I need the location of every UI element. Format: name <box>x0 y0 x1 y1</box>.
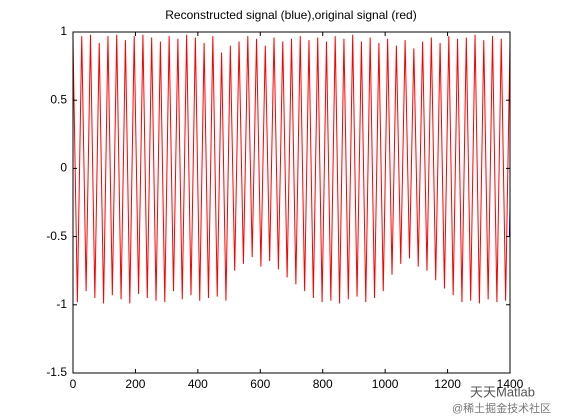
x-tick-label: 400 <box>188 377 208 391</box>
y-tick-label: -0.5 <box>46 229 67 243</box>
y-tick-label: 0.5 <box>50 92 67 106</box>
watermark: 天天Matlab <box>470 384 535 399</box>
signal-line <box>72 34 511 304</box>
chart-title: Reconstructed signal (blue),original sig… <box>165 8 416 22</box>
y-tick-label: -1.5 <box>46 365 67 379</box>
watermark: @稀土掘金技术社区 <box>452 401 551 415</box>
y-tick-label: 0 <box>60 161 67 175</box>
x-tick-label: 0 <box>70 377 77 391</box>
x-tick-label: 1000 <box>372 377 399 391</box>
plot-frame <box>72 31 511 374</box>
x-tick-label: 200 <box>125 377 145 391</box>
y-tick-label: 1 <box>60 24 67 38</box>
x-tick-label: 1400 <box>497 377 524 391</box>
x-tick-label: 1200 <box>434 377 461 391</box>
x-tick-label: 800 <box>313 377 333 391</box>
y-tick-label: -1 <box>56 297 67 311</box>
x-tick-label: 600 <box>250 377 270 391</box>
